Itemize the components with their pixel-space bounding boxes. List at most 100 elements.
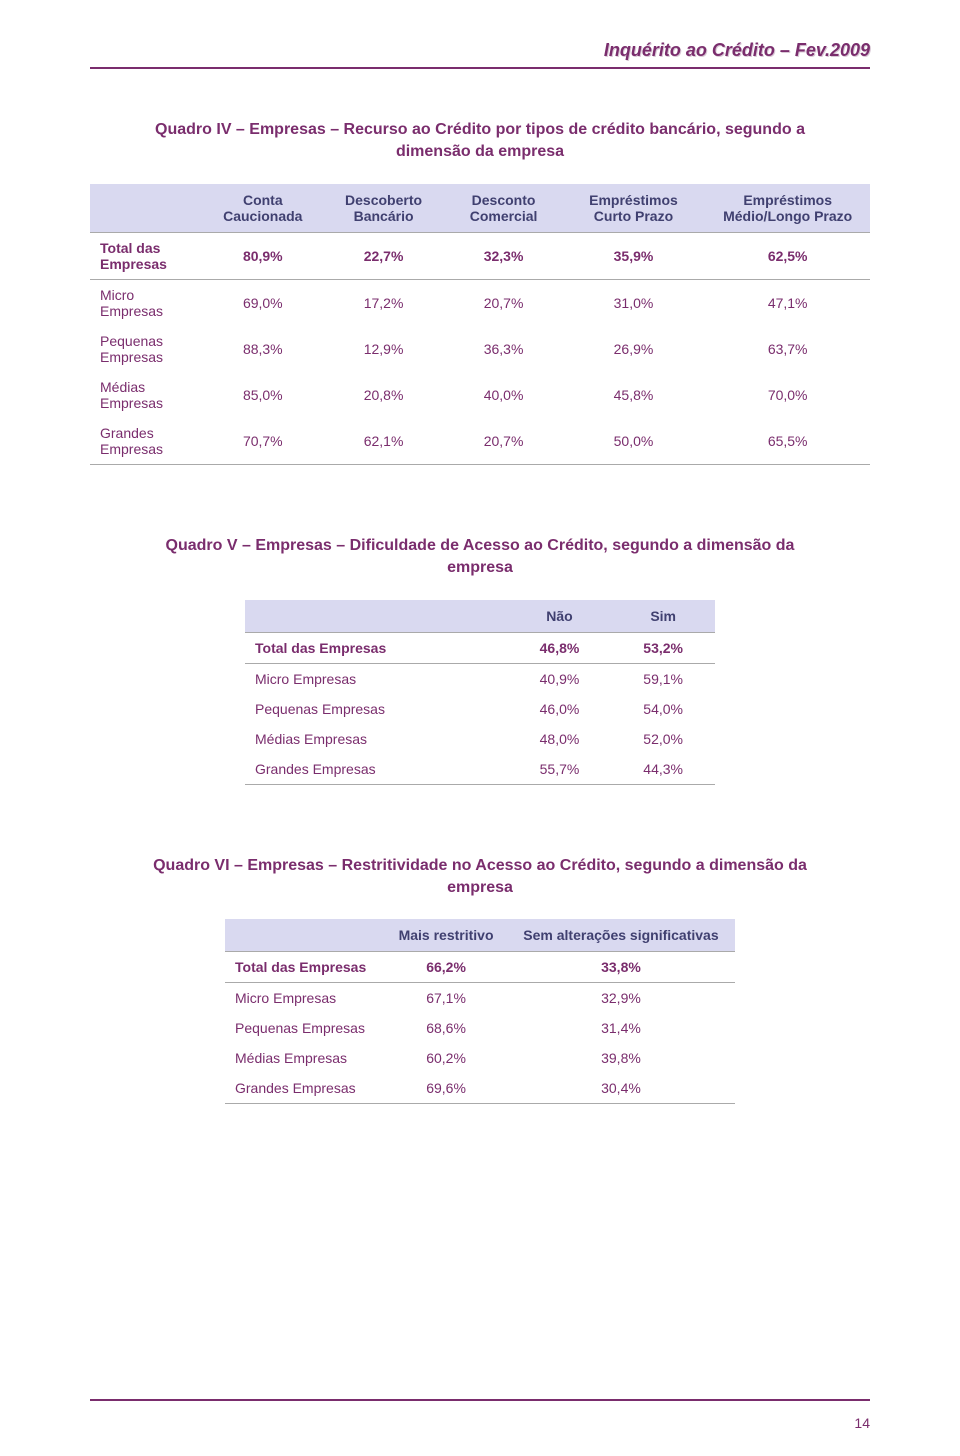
table-row: Micro Empresas67,1%32,9%: [225, 983, 735, 1014]
quadro4-col-4: Empréstimos Médio/Longo Prazo: [705, 184, 870, 233]
cell-value: 40,0%: [445, 372, 561, 418]
cell-value: 48,0%: [508, 724, 612, 754]
quadro6-col-1: Sem alterações significativas: [507, 919, 735, 952]
footer-rule: [90, 1399, 870, 1401]
quadro6-table: Mais restritivo Sem alterações significa…: [225, 919, 735, 1104]
cell-value: 67,1%: [385, 983, 507, 1014]
cell-value: 62,5%: [705, 232, 870, 279]
table-row: Total das Empresas66,2%33,8%: [225, 952, 735, 983]
quadro6-body: Total das Empresas66,2%33,8%Micro Empres…: [225, 952, 735, 1104]
quadro6-title: Quadro VI – Empresas – Restritividade no…: [140, 855, 820, 900]
row-label: Pequenas Empresas: [225, 1013, 385, 1043]
table-row: Pequenas Empresas68,6%31,4%: [225, 1013, 735, 1043]
cell-value: 44,3%: [611, 754, 715, 785]
row-label: Grandes Empresas: [90, 418, 204, 465]
quadro5-col-1: Sim: [611, 600, 715, 633]
cell-value: 32,9%: [507, 983, 735, 1014]
cell-value: 35,9%: [562, 232, 706, 279]
row-label: Médias Empresas: [90, 372, 204, 418]
cell-value: 32,3%: [445, 232, 561, 279]
cell-value: 33,8%: [507, 952, 735, 983]
cell-value: 45,8%: [562, 372, 706, 418]
row-label: Pequenas Empresas: [90, 326, 204, 372]
cell-value: 65,5%: [705, 418, 870, 465]
quadro5-body: Total das Empresas46,8%53,2%Micro Empres…: [245, 632, 715, 784]
cell-value: 62,1%: [322, 418, 446, 465]
row-label: Total das Empresas: [225, 952, 385, 983]
quadro4-body: Total das Empresas80,9%22,7%32,3%35,9%62…: [90, 232, 870, 464]
row-label: Total das Empresas: [245, 632, 508, 663]
quadro6-blank-header: [225, 919, 385, 952]
cell-value: 46,0%: [508, 694, 612, 724]
quadro5-table: Não Sim Total das Empresas46,8%53,2%Micr…: [245, 600, 715, 785]
quadro5-header-row: Não Sim: [245, 600, 715, 633]
row-label: Grandes Empresas: [245, 754, 508, 785]
quadro4-col-3: Empréstimos Curto Prazo: [562, 184, 706, 233]
row-label: Médias Empresas: [225, 1043, 385, 1073]
row-label: Pequenas Empresas: [245, 694, 508, 724]
page: Inquérito ao Crédito – Fev.2009 Quadro I…: [0, 0, 960, 1456]
row-label: Micro Empresas: [90, 279, 204, 326]
quadro4-blank-header: [90, 184, 204, 233]
cell-value: 69,0%: [204, 279, 322, 326]
quadro5-col-0: Não: [508, 600, 612, 633]
page-number: 14: [854, 1415, 870, 1431]
cell-value: 22,7%: [322, 232, 446, 279]
table-row: Grandes Empresas70,7%62,1%20,7%50,0%65,5…: [90, 418, 870, 465]
table-row: Grandes Empresas69,6%30,4%: [225, 1073, 735, 1104]
table-row: Pequenas Empresas88,3%12,9%36,3%26,9%63,…: [90, 326, 870, 372]
quadro6-header-row: Mais restritivo Sem alterações significa…: [225, 919, 735, 952]
cell-value: 59,1%: [611, 663, 715, 694]
doc-header-title: Inquérito ao Crédito – Fev.2009: [90, 40, 870, 61]
cell-value: 63,7%: [705, 326, 870, 372]
row-label: Médias Empresas: [245, 724, 508, 754]
row-label: Total das Empresas: [90, 232, 204, 279]
cell-value: 20,7%: [445, 418, 561, 465]
table-row: Micro Empresas40,9%59,1%: [245, 663, 715, 694]
cell-value: 31,4%: [507, 1013, 735, 1043]
row-label: Grandes Empresas: [225, 1073, 385, 1104]
table-row: Grandes Empresas55,7%44,3%: [245, 754, 715, 785]
quadro6-col-0: Mais restritivo: [385, 919, 507, 952]
cell-value: 88,3%: [204, 326, 322, 372]
quadro4-col-0: Conta Caucionada: [204, 184, 322, 233]
table-row: Pequenas Empresas46,0%54,0%: [245, 694, 715, 724]
cell-value: 52,0%: [611, 724, 715, 754]
cell-value: 60,2%: [385, 1043, 507, 1073]
cell-value: 55,7%: [508, 754, 612, 785]
row-label: Micro Empresas: [225, 983, 385, 1014]
cell-value: 70,7%: [204, 418, 322, 465]
cell-value: 30,4%: [507, 1073, 735, 1104]
table-row: Micro Empresas69,0%17,2%20,7%31,0%47,1%: [90, 279, 870, 326]
cell-value: 39,8%: [507, 1043, 735, 1073]
cell-value: 26,9%: [562, 326, 706, 372]
cell-value: 68,6%: [385, 1013, 507, 1043]
table-row: Médias Empresas85,0%20,8%40,0%45,8%70,0%: [90, 372, 870, 418]
cell-value: 17,2%: [322, 279, 446, 326]
cell-value: 20,8%: [322, 372, 446, 418]
cell-value: 46,8%: [508, 632, 612, 663]
cell-value: 31,0%: [562, 279, 706, 326]
cell-value: 40,9%: [508, 663, 612, 694]
cell-value: 69,6%: [385, 1073, 507, 1104]
cell-value: 85,0%: [204, 372, 322, 418]
table-row: Médias Empresas48,0%52,0%: [245, 724, 715, 754]
header-rule: [90, 67, 870, 69]
quadro5-title: Quadro V – Empresas – Dificuldade de Ace…: [140, 535, 820, 580]
cell-value: 20,7%: [445, 279, 561, 326]
cell-value: 66,2%: [385, 952, 507, 983]
quadro5-blank-header: [245, 600, 508, 633]
quadro4-col-1: Descoberto Bancário: [322, 184, 446, 233]
quadro4-header-row: Conta Caucionada Descoberto Bancário Des…: [90, 184, 870, 233]
cell-value: 50,0%: [562, 418, 706, 465]
quadro4-col-2: Desconto Comercial: [445, 184, 561, 233]
table-row: Total das Empresas80,9%22,7%32,3%35,9%62…: [90, 232, 870, 279]
quadro4-title: Quadro IV – Empresas – Recurso ao Crédit…: [140, 119, 820, 164]
cell-value: 70,0%: [705, 372, 870, 418]
cell-value: 47,1%: [705, 279, 870, 326]
cell-value: 80,9%: [204, 232, 322, 279]
cell-value: 36,3%: [445, 326, 561, 372]
cell-value: 54,0%: [611, 694, 715, 724]
cell-value: 12,9%: [322, 326, 446, 372]
table-row: Total das Empresas46,8%53,2%: [245, 632, 715, 663]
